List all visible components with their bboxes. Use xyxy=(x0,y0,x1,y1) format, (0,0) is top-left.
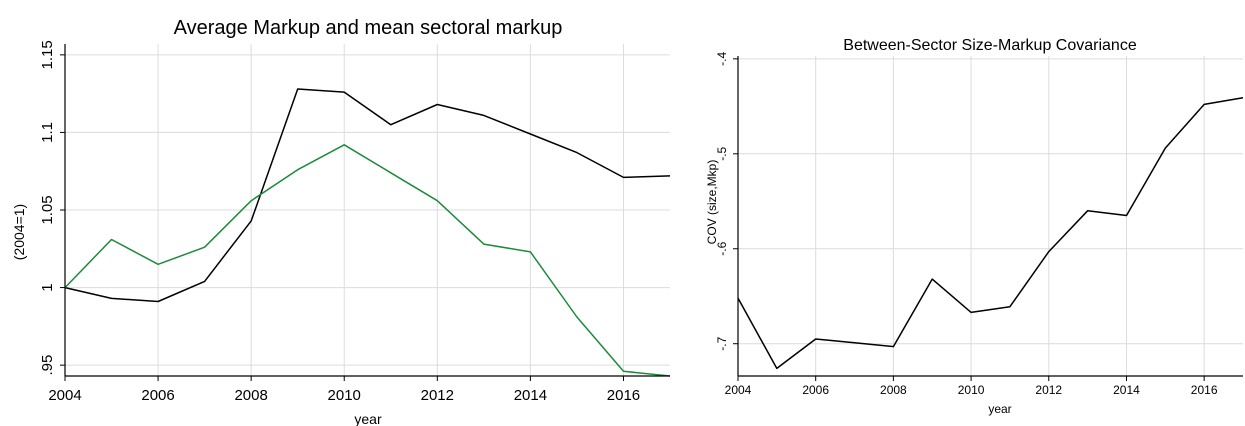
left-chart-y-tick-label: 1.15 xyxy=(39,40,56,69)
left-chart-x-tick-label: 2010 xyxy=(328,387,361,404)
right-chart-y-tick-label: -.5 xyxy=(715,146,729,160)
right-chart-x-axis-label: year xyxy=(988,402,1011,416)
left-chart-x-axis-label: year xyxy=(354,411,382,426)
left-chart-x-tick-label: 2012 xyxy=(421,387,454,404)
left-chart-y-axis-label: (2004=1) xyxy=(11,204,27,260)
right-chart-y-tick-label: -.6 xyxy=(715,241,729,255)
left-chart-x-tick-label: 2014 xyxy=(514,387,547,404)
left-chart-x-tick-label: 2008 xyxy=(234,387,267,404)
left-chart-title: Average Markup and mean sectoral markup xyxy=(174,17,563,39)
left-chart-x-tick-label: 2016 xyxy=(607,387,640,404)
left-chart-x-tick-labels: 2004 2006 2008 2010 2012 2014 2016 xyxy=(48,376,640,404)
right-chart-x-tick-label: 2008 xyxy=(880,383,907,397)
right-chart-series-line-1 xyxy=(737,97,1244,370)
right-chart-gridlines xyxy=(737,56,1243,376)
left-chart-x-tick-label: 2006 xyxy=(141,387,174,404)
left-chart-series-line-2 xyxy=(64,144,671,377)
right-chart-x-tick-label: 2010 xyxy=(958,383,985,397)
left-chart-x-tick-label: 2004 xyxy=(48,387,81,404)
right-chart-series-lines xyxy=(737,97,1244,370)
right-chart-x-tick-label: 2006 xyxy=(802,383,829,397)
left-chart-panel: Average Markup and mean sectoral markup … xyxy=(11,17,671,426)
right-chart-x-tick-label: 2014 xyxy=(1113,383,1140,397)
right-chart-y-tick-label: -.4 xyxy=(715,52,729,66)
left-chart-y-tick-label: 1 xyxy=(39,283,56,291)
left-chart-y-tick-label: .95 xyxy=(39,355,56,376)
right-chart-y-tick-labels: -.4 -.5 -.6 -.7 xyxy=(715,52,738,351)
right-chart-x-tick-label: 2004 xyxy=(725,383,752,397)
right-chart-title: Between-Sector Size-Markup Covariance xyxy=(843,37,1137,54)
left-chart-series-line-1 xyxy=(64,88,671,303)
right-chart-panel: Between-Sector Size-Markup Covariance -.… xyxy=(705,37,1244,416)
right-chart-y-axis-label: COV (size,Mkp) xyxy=(705,160,719,245)
left-chart-y-tick-label: 1.1 xyxy=(39,122,56,143)
right-chart-x-tick-label: 2016 xyxy=(1191,383,1218,397)
left-chart-gridlines xyxy=(64,44,670,376)
left-chart-series-lines xyxy=(64,88,671,377)
left-chart-y-tick-labels: 1.15 1.1 1.05 1 .95 xyxy=(39,40,65,376)
right-chart-y-tick-label: -.7 xyxy=(715,336,729,350)
left-chart-y-tick-label: 1.05 xyxy=(39,195,56,224)
right-chart-x-tick-label: 2012 xyxy=(1035,383,1062,397)
right-chart-x-tick-labels: 2004 2006 2008 2010 2012 2014 2016 xyxy=(725,376,1218,397)
